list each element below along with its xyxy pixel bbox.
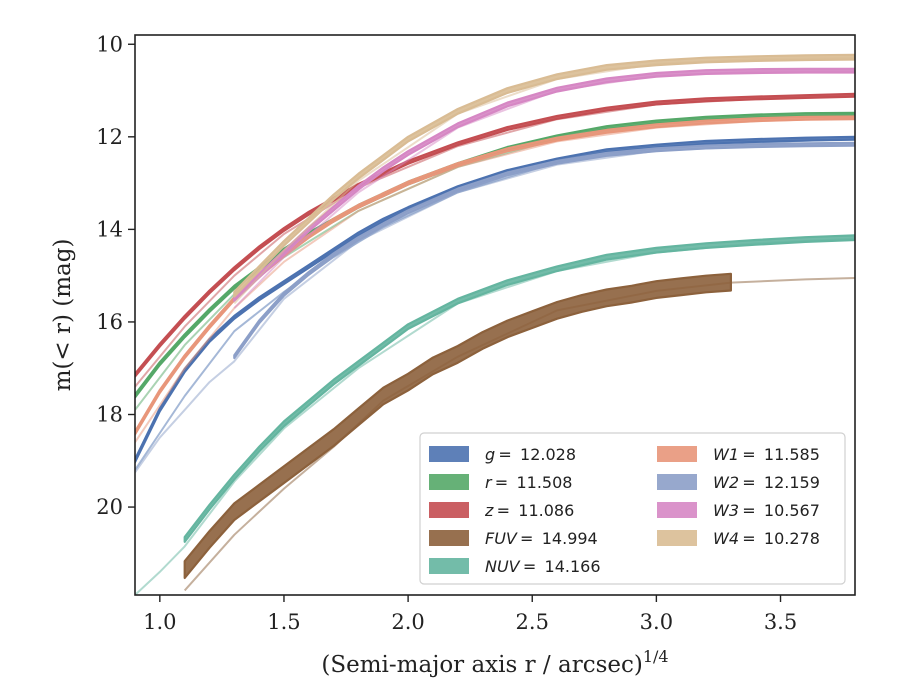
y-tick-label: 20 — [96, 495, 123, 519]
legend-label-w4: W4 = 10.278 — [713, 529, 820, 548]
x-axis-label: (Semi-major axis r / arcsec)1/4 — [321, 647, 668, 678]
series-fuv-band — [183, 272, 733, 580]
series-layer — [135, 53, 855, 595]
y-tick-label: 18 — [96, 403, 123, 427]
legend-label-w1: W1 = 11.585 — [713, 445, 820, 464]
x-tick-label: 3.0 — [640, 610, 673, 634]
series-w4-band — [233, 53, 855, 298]
series-w2 — [135, 141, 855, 473]
y-axis-label: m(< r) (mag) — [50, 239, 76, 392]
legend-swatch-w4 — [657, 530, 697, 546]
series-z-band — [135, 92, 855, 378]
x-tick-label: 3.5 — [764, 610, 797, 634]
x-tick-label: 2.5 — [516, 610, 549, 634]
legend-label-r: r = 11.508 — [485, 473, 572, 492]
series-g-band — [135, 135, 855, 464]
x-tick-label: 1.5 — [267, 610, 300, 634]
series-g-faint-line — [135, 138, 855, 471]
series-w4 — [233, 53, 855, 305]
x-tick-label: 2.0 — [391, 610, 424, 634]
y-tick-label: 16 — [96, 310, 123, 334]
legend-label-nuv: NUV = 14.166 — [485, 557, 601, 576]
series-w3-band — [233, 67, 855, 302]
legend-swatch-w1 — [657, 446, 697, 462]
legend-swatch-g — [429, 446, 469, 462]
legend-box — [419, 432, 846, 585]
legend-swatch-z — [429, 502, 469, 518]
series-w2-band — [233, 141, 855, 360]
legend-label-w3: W3 = 10.567 — [713, 501, 820, 520]
x-tick-label: 1.0 — [143, 610, 176, 634]
legend-label-g: g = 12.028 — [485, 445, 576, 464]
legend-label-fuv: FUV = 14.994 — [485, 529, 598, 548]
legend-swatch-r — [429, 474, 469, 490]
legend: g = 12.028 r = 11.508 z = 11.086 FUV = 14.9… — [419, 432, 846, 585]
legend-swatch-w3 — [657, 502, 697, 518]
legend-swatch-fuv — [429, 530, 469, 546]
legend-swatch-w2 — [657, 474, 697, 490]
legend-swatch-nuv — [429, 558, 469, 574]
y-tick-label: 10 — [96, 32, 123, 56]
legend-label-z: z = 11.086 — [484, 501, 574, 520]
series-z — [135, 92, 855, 388]
legend-label-w2: W2 = 12.159 — [713, 473, 820, 492]
series-nuv — [135, 234, 855, 595]
axes-layer: 1.0 1.5 2.0 2.5 3.0 3.5 10 12 14 16 18 20 (Semi-majo… — [50, 32, 856, 678]
series-nuv-band — [183, 234, 855, 543]
series-w1-band — [135, 115, 855, 436]
y-tick-label: 12 — [96, 125, 123, 149]
series-w3 — [233, 67, 855, 309]
series-g — [135, 135, 855, 471]
y-tick-label: 14 — [96, 217, 123, 241]
plot-frame — [134, 34, 856, 596]
series-fuv — [183, 272, 855, 592]
